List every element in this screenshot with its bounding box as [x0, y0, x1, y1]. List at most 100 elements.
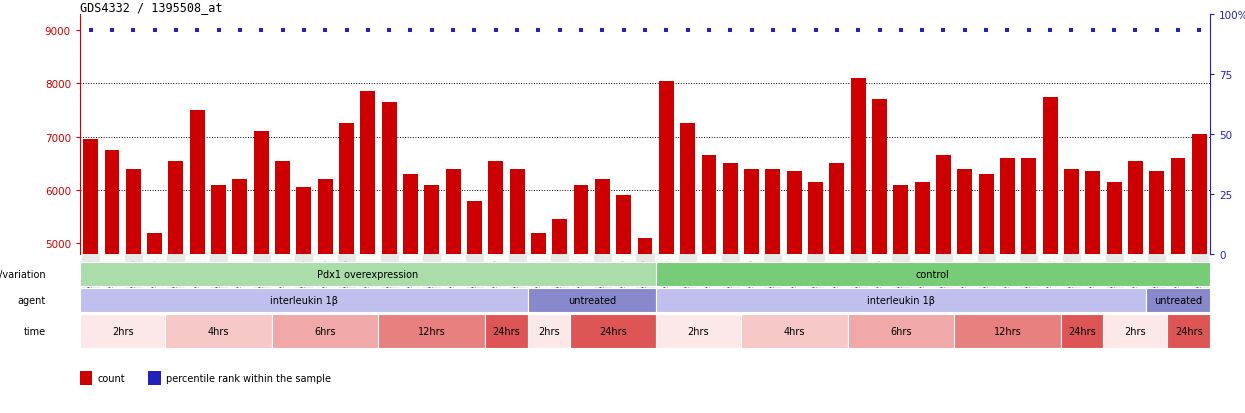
Bar — [275, 161, 290, 254]
Text: 2hrs: 2hrs — [687, 326, 710, 336]
Bar — [787, 172, 802, 254]
Text: time: time — [24, 326, 46, 336]
Text: 2hrs: 2hrs — [112, 326, 133, 336]
Text: genotype/variation: genotype/variation — [0, 269, 46, 279]
Bar — [233, 180, 248, 254]
Bar — [1042, 97, 1057, 254]
Bar — [1064, 169, 1079, 254]
Text: 2hrs: 2hrs — [538, 326, 560, 336]
Bar — [168, 161, 183, 254]
Bar — [659, 81, 674, 254]
Bar — [212, 185, 227, 254]
Bar — [723, 164, 738, 254]
Bar — [317, 180, 332, 254]
Bar — [403, 175, 418, 254]
Bar — [979, 175, 994, 254]
Bar — [1107, 183, 1122, 254]
Bar — [83, 140, 98, 254]
Bar — [616, 196, 631, 254]
Bar — [382, 103, 397, 254]
Bar — [848, 314, 954, 348]
Text: Pdx1 overexpression: Pdx1 overexpression — [317, 269, 418, 279]
Bar — [637, 238, 652, 254]
Bar — [105, 151, 120, 254]
Bar — [850, 79, 865, 254]
Bar — [126, 169, 141, 254]
Bar — [360, 92, 375, 254]
Text: agent: agent — [17, 295, 46, 305]
Bar — [166, 314, 271, 348]
Bar — [1021, 159, 1036, 254]
Text: 4hrs: 4hrs — [783, 326, 806, 336]
Bar — [656, 288, 1147, 312]
Bar — [1128, 161, 1143, 254]
Bar — [741, 314, 848, 348]
Bar — [148, 371, 161, 385]
Bar — [530, 233, 545, 254]
Bar — [80, 262, 656, 286]
Bar — [957, 169, 972, 254]
Bar — [80, 288, 528, 312]
Bar — [574, 185, 589, 254]
Bar — [80, 314, 166, 348]
Text: 12hrs: 12hrs — [418, 326, 446, 336]
Bar — [486, 314, 528, 348]
Bar — [1061, 314, 1103, 348]
Text: 6hrs: 6hrs — [315, 326, 336, 336]
Bar — [378, 314, 486, 348]
Bar — [80, 371, 92, 385]
Bar — [147, 233, 162, 254]
Bar — [745, 169, 759, 254]
Bar — [936, 156, 951, 254]
Text: 24hrs: 24hrs — [1175, 326, 1203, 336]
Text: percentile rank within the sample: percentile rank within the sample — [166, 373, 331, 383]
Bar — [553, 220, 568, 254]
Bar — [425, 185, 439, 254]
Bar — [271, 314, 378, 348]
Bar — [680, 124, 695, 254]
Bar — [1191, 135, 1206, 254]
Bar — [1000, 159, 1015, 254]
Text: 4hrs: 4hrs — [208, 326, 229, 336]
Bar — [570, 314, 656, 348]
Bar — [339, 124, 354, 254]
Bar — [954, 314, 1061, 348]
Bar — [595, 180, 610, 254]
Text: untreated: untreated — [1154, 295, 1203, 305]
Bar — [829, 164, 844, 254]
Text: interleukin 1β: interleukin 1β — [270, 295, 337, 305]
Text: 2hrs: 2hrs — [1124, 326, 1147, 336]
Text: untreated: untreated — [568, 295, 616, 305]
Bar — [1103, 314, 1168, 348]
Bar — [656, 314, 741, 348]
Bar — [656, 262, 1210, 286]
Bar — [488, 161, 503, 254]
Bar — [1149, 172, 1164, 254]
Bar — [528, 314, 570, 348]
Bar — [467, 201, 482, 254]
Bar — [915, 183, 930, 254]
Bar — [509, 169, 524, 254]
Bar — [701, 156, 716, 254]
Bar — [1170, 159, 1185, 254]
Text: 24hrs: 24hrs — [599, 326, 627, 336]
Bar — [1168, 314, 1210, 348]
Text: 6hrs: 6hrs — [890, 326, 911, 336]
Bar — [446, 169, 461, 254]
Bar — [1086, 172, 1101, 254]
Bar — [296, 188, 311, 254]
Text: control: control — [916, 269, 950, 279]
Bar — [1147, 288, 1210, 312]
Bar — [189, 111, 204, 254]
Bar — [872, 100, 886, 254]
Bar — [894, 185, 909, 254]
Bar — [254, 132, 269, 254]
Bar — [766, 169, 781, 254]
Text: interleukin 1β: interleukin 1β — [867, 295, 935, 305]
Text: 24hrs: 24hrs — [1068, 326, 1096, 336]
Text: GDS4332 / 1395508_at: GDS4332 / 1395508_at — [80, 1, 223, 14]
Bar — [528, 288, 656, 312]
Bar — [808, 183, 823, 254]
Text: count: count — [97, 373, 124, 383]
Text: 24hrs: 24hrs — [493, 326, 520, 336]
